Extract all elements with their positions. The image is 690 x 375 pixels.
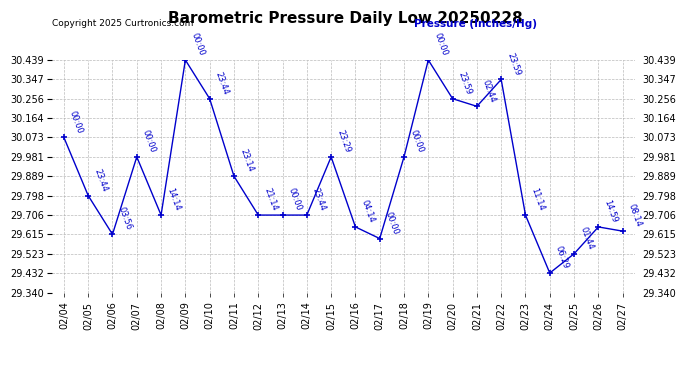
Text: 23:44: 23:44 bbox=[92, 167, 109, 193]
Text: Barometric Pressure Daily Low 20250228: Barometric Pressure Daily Low 20250228 bbox=[168, 11, 522, 26]
Text: 14:59: 14:59 bbox=[602, 199, 619, 224]
Text: 14:14: 14:14 bbox=[165, 187, 182, 212]
Text: 11:14: 11:14 bbox=[530, 187, 546, 212]
Text: 23:29: 23:29 bbox=[335, 129, 352, 154]
Text: 23:44: 23:44 bbox=[311, 187, 328, 212]
Text: 08:14: 08:14 bbox=[627, 203, 644, 228]
Text: 00:00: 00:00 bbox=[287, 187, 304, 212]
Text: 00:00: 00:00 bbox=[433, 32, 449, 57]
Text: 23:59: 23:59 bbox=[505, 51, 522, 76]
Text: 00:00: 00:00 bbox=[408, 129, 425, 154]
Text: 23:14: 23:14 bbox=[238, 148, 255, 173]
Text: 23:59: 23:59 bbox=[457, 70, 473, 96]
Text: 02:44: 02:44 bbox=[481, 78, 497, 104]
Text: 23:44: 23:44 bbox=[214, 70, 230, 96]
Text: 03:56: 03:56 bbox=[117, 206, 133, 231]
Text: 06:29: 06:29 bbox=[554, 245, 571, 270]
Text: 00:00: 00:00 bbox=[141, 129, 157, 154]
Text: 00:00: 00:00 bbox=[190, 32, 206, 57]
Text: 00:00: 00:00 bbox=[68, 109, 85, 135]
Text: 21:14: 21:14 bbox=[262, 187, 279, 212]
Text: Copyright 2025 Curtronics.com: Copyright 2025 Curtronics.com bbox=[52, 19, 193, 28]
Text: Pressure (Inches/Hg): Pressure (Inches/Hg) bbox=[414, 19, 537, 29]
Text: 04:14: 04:14 bbox=[359, 199, 376, 224]
Text: 00:00: 00:00 bbox=[384, 210, 400, 236]
Text: 01:44: 01:44 bbox=[578, 226, 595, 251]
